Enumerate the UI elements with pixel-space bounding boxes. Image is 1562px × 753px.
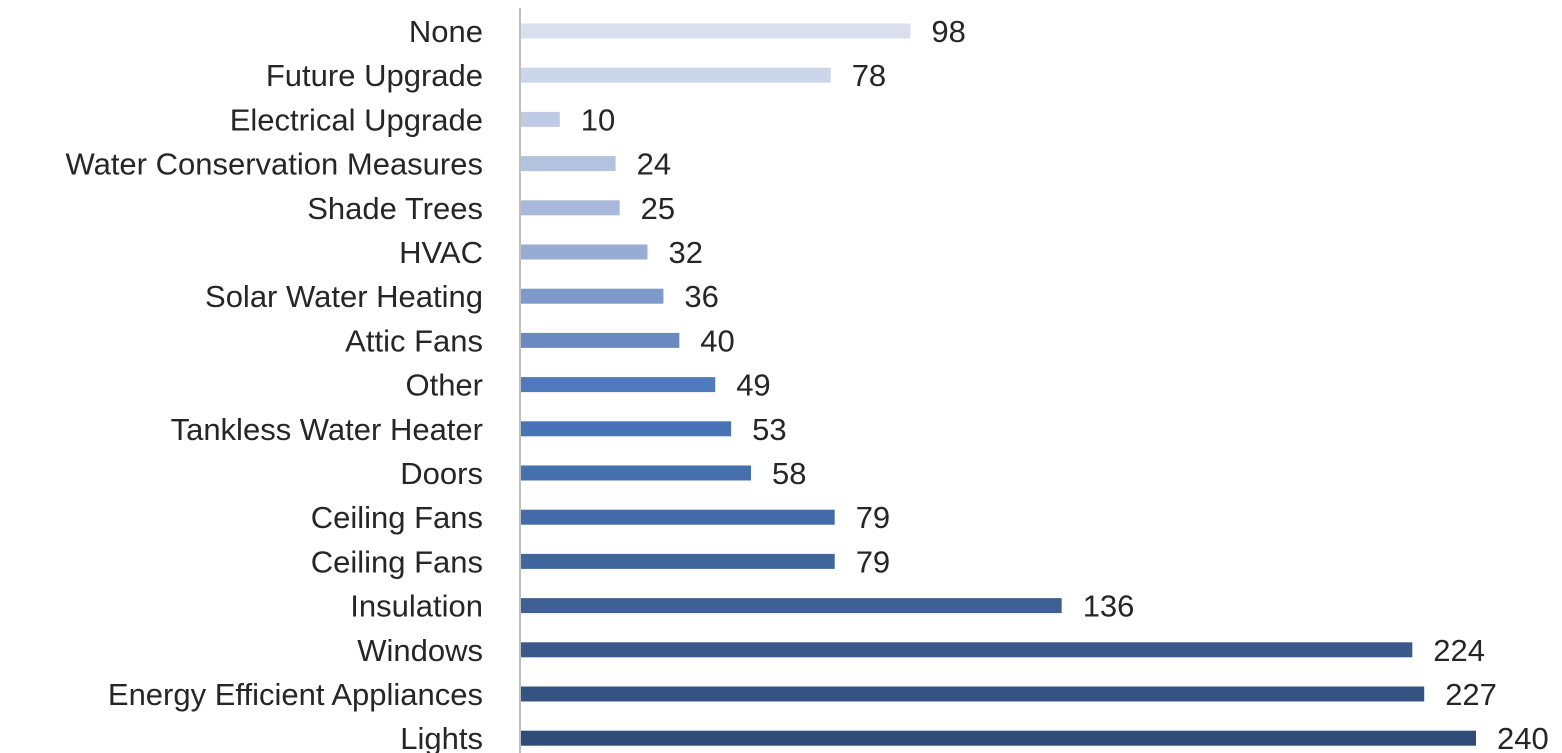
value-label: 24	[637, 147, 671, 182]
category-label: Doors	[400, 456, 483, 491]
bar	[520, 642, 1412, 657]
bar	[520, 68, 831, 83]
bar	[520, 156, 616, 171]
bar	[520, 466, 751, 481]
value-label: 79	[856, 544, 890, 579]
category-label: Other	[405, 368, 483, 403]
category-label: HVAC	[399, 235, 483, 270]
bar	[520, 112, 560, 127]
category-label: Water Conservation Measures	[65, 147, 483, 182]
value-label: 25	[641, 191, 675, 226]
bar	[520, 24, 910, 39]
value-label: 78	[852, 58, 886, 93]
bar	[520, 421, 731, 436]
value-label: 53	[752, 412, 786, 447]
bar	[520, 289, 663, 304]
category-label: Solar Water Heating	[205, 279, 483, 314]
category-label: Electrical Upgrade	[230, 102, 483, 137]
category-label: None	[409, 14, 483, 49]
value-label: 224	[1433, 633, 1485, 668]
value-label: 98	[931, 14, 965, 49]
category-label: Future Upgrade	[266, 58, 483, 93]
category-label: Attic Fans	[345, 323, 483, 358]
category-label: Tankless Water Heater	[171, 412, 483, 447]
value-label: 32	[669, 235, 703, 270]
category-label: Ceiling Fans	[311, 544, 483, 579]
bar	[520, 687, 1424, 702]
category-label: Windows	[357, 633, 483, 668]
bar	[520, 731, 1476, 746]
value-label: 49	[736, 368, 770, 403]
bar	[520, 554, 835, 569]
bar	[520, 510, 835, 525]
category-label: Lights	[400, 721, 483, 753]
value-label: 227	[1445, 677, 1497, 712]
value-label: 10	[581, 102, 615, 137]
bar	[520, 598, 1062, 613]
category-label: Energy Efficient Appliances	[108, 677, 483, 712]
bar	[520, 245, 648, 260]
category-label: Shade Trees	[307, 191, 483, 226]
value-label: 240	[1497, 721, 1549, 753]
bar	[520, 377, 715, 392]
bar	[520, 200, 620, 215]
value-label: 40	[700, 323, 734, 358]
category-label: Ceiling Fans	[311, 500, 483, 535]
category-label: Insulation	[350, 589, 483, 624]
value-label: 79	[856, 500, 890, 535]
value-label: 36	[684, 279, 718, 314]
bar	[520, 333, 679, 348]
value-label: 136	[1083, 589, 1135, 624]
value-label: 58	[772, 456, 806, 491]
